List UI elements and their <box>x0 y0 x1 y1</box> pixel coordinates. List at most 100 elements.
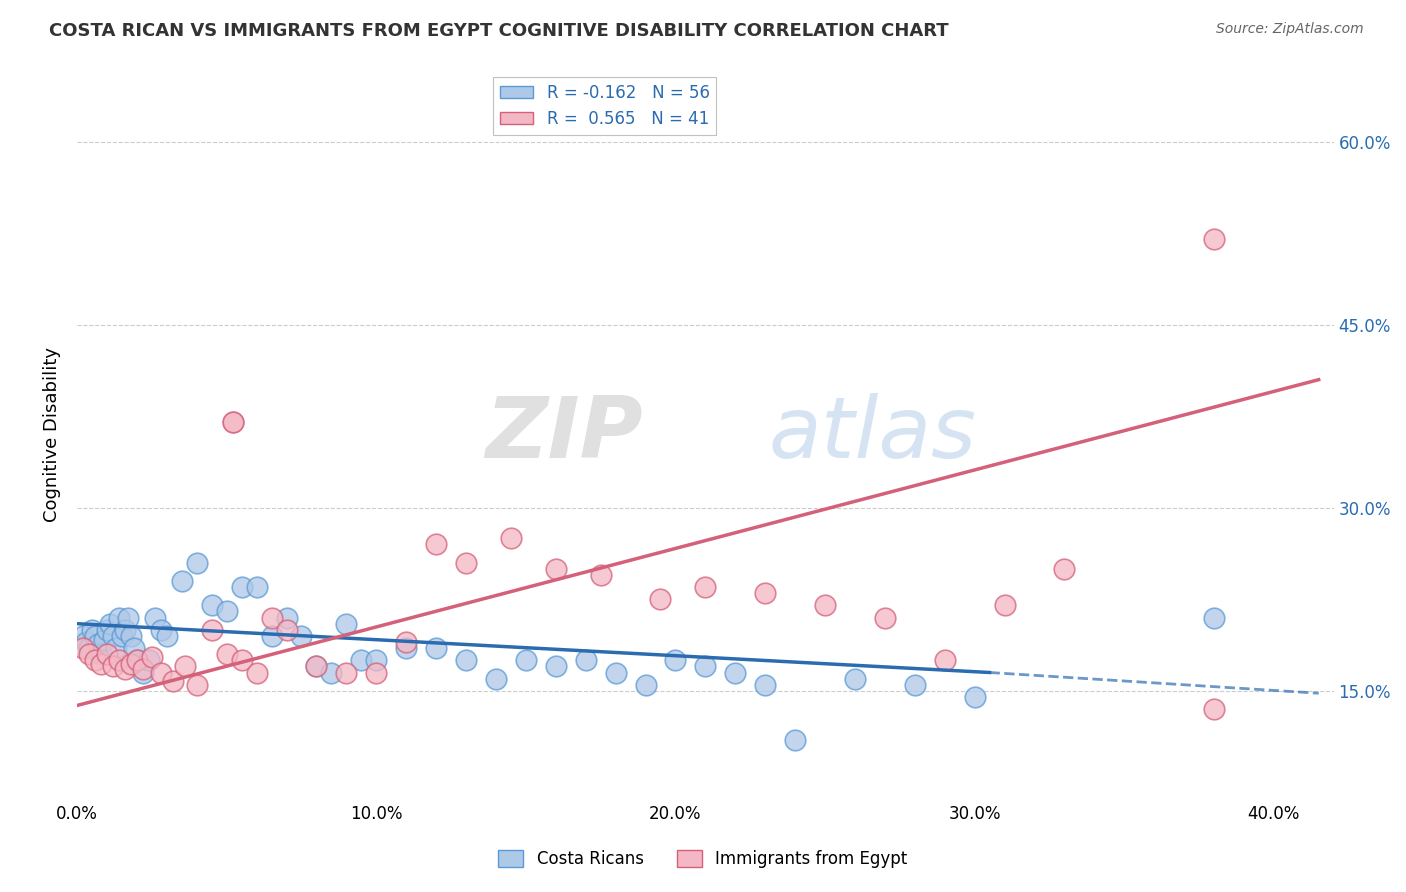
Point <box>162 674 184 689</box>
Point <box>544 562 567 576</box>
Point <box>366 665 388 680</box>
Point <box>366 653 388 667</box>
Point <box>122 641 145 656</box>
Point <box>215 647 238 661</box>
Point <box>186 556 208 570</box>
Point <box>305 659 328 673</box>
Point <box>120 629 142 643</box>
Point <box>90 657 112 671</box>
Point <box>425 537 447 551</box>
Point <box>120 657 142 671</box>
Point <box>454 556 477 570</box>
Point <box>724 665 747 680</box>
Point <box>754 586 776 600</box>
Point <box>156 629 179 643</box>
Point <box>260 610 283 624</box>
Point <box>231 580 253 594</box>
Point <box>335 616 357 631</box>
Point <box>80 623 103 637</box>
Point <box>173 659 195 673</box>
Point <box>589 567 612 582</box>
Point <box>785 732 807 747</box>
Point <box>149 665 172 680</box>
Point <box>143 610 166 624</box>
Point <box>1053 562 1076 576</box>
Point <box>814 599 837 613</box>
Point <box>132 662 155 676</box>
Point <box>934 653 956 667</box>
Point <box>221 416 243 430</box>
Point <box>575 653 598 667</box>
Point <box>904 678 927 692</box>
Point <box>96 623 118 637</box>
Text: COSTA RICAN VS IMMIGRANTS FROM EGYPT COGNITIVE DISABILITY CORRELATION CHART: COSTA RICAN VS IMMIGRANTS FROM EGYPT COG… <box>49 22 949 40</box>
Point <box>754 678 776 692</box>
Point <box>141 649 163 664</box>
Point <box>84 653 107 667</box>
Text: atlas: atlas <box>768 393 976 476</box>
Legend: Costa Ricans, Immigrants from Egypt: Costa Ricans, Immigrants from Egypt <box>492 843 914 875</box>
Point <box>114 623 136 637</box>
Y-axis label: Cognitive Disability: Cognitive Disability <box>44 347 60 522</box>
Point <box>84 629 107 643</box>
Point <box>215 605 238 619</box>
Point <box>111 629 134 643</box>
Text: Source: ZipAtlas.com: Source: ZipAtlas.com <box>1216 22 1364 37</box>
Point <box>335 665 357 680</box>
Point <box>260 629 283 643</box>
Point <box>101 659 124 673</box>
Point <box>305 659 328 673</box>
Point <box>321 665 343 680</box>
Point <box>114 662 136 676</box>
Point <box>873 610 896 624</box>
Point <box>138 653 160 667</box>
Point <box>1202 232 1225 246</box>
Legend: R = -0.162   N = 56, R =  0.565   N = 41: R = -0.162 N = 56, R = 0.565 N = 41 <box>494 77 716 135</box>
Point <box>72 641 94 656</box>
Point <box>96 647 118 661</box>
Point <box>515 653 537 667</box>
Point <box>454 653 477 667</box>
Point <box>246 580 269 594</box>
Point <box>650 592 672 607</box>
Point <box>1202 702 1225 716</box>
Point <box>108 610 131 624</box>
Point <box>963 690 986 704</box>
Point <box>544 659 567 673</box>
Point <box>499 531 522 545</box>
Point <box>101 629 124 643</box>
Point <box>425 641 447 656</box>
Point <box>276 623 298 637</box>
Point <box>87 637 110 651</box>
Point <box>1202 610 1225 624</box>
Point <box>290 629 312 643</box>
Point <box>221 416 243 430</box>
Point <box>104 641 127 656</box>
Point <box>395 641 418 656</box>
Point <box>90 647 112 661</box>
Point <box>77 641 100 656</box>
Point <box>664 653 686 667</box>
Point <box>485 672 508 686</box>
Point <box>125 653 148 667</box>
Point <box>149 623 172 637</box>
Point <box>276 610 298 624</box>
Point <box>186 678 208 692</box>
Point <box>93 632 115 647</box>
Point <box>695 659 717 673</box>
Point <box>125 653 148 667</box>
Point <box>98 616 121 631</box>
Point <box>246 665 269 680</box>
Point <box>117 610 139 624</box>
Point <box>605 665 627 680</box>
Point <box>132 665 155 680</box>
Point <box>231 653 253 667</box>
Point <box>75 635 97 649</box>
Point <box>170 574 193 588</box>
Point <box>77 647 100 661</box>
Text: ZIP: ZIP <box>485 393 643 476</box>
Point <box>201 599 224 613</box>
Point <box>72 629 94 643</box>
Point <box>395 635 418 649</box>
Point <box>844 672 866 686</box>
